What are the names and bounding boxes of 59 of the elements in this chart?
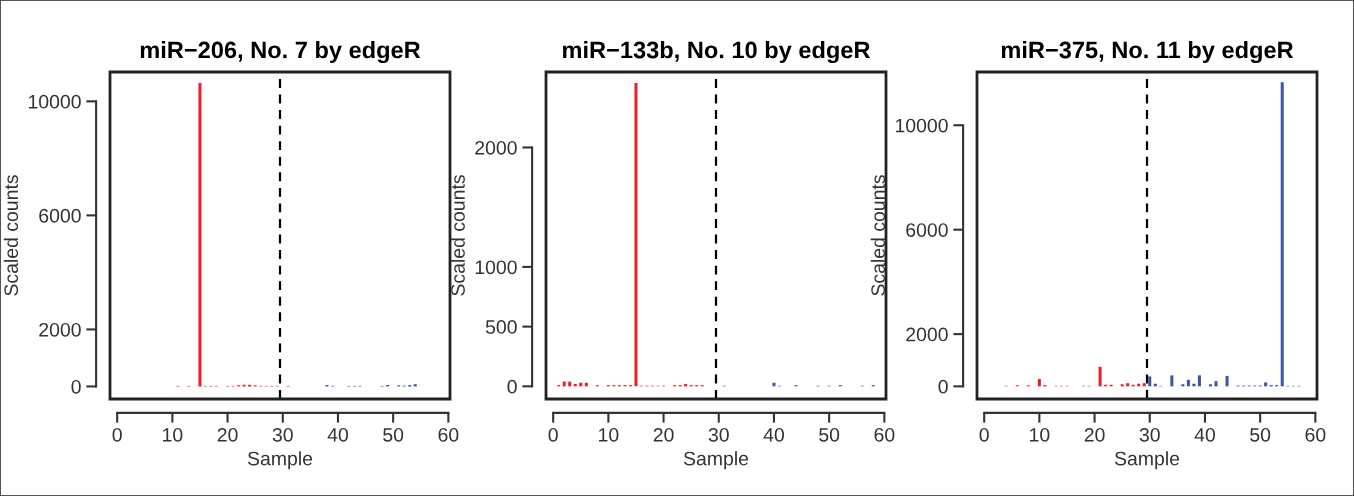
x-tick-label: 0 <box>979 427 989 442</box>
y-tick-label: 0 <box>938 379 948 394</box>
x-tick-label: 50 <box>383 427 404 442</box>
chart-title: miR−206, No. 7 by edgeR <box>140 41 421 64</box>
x-tick-label: 50 <box>1250 427 1271 442</box>
x-tick-label: 20 <box>653 427 674 442</box>
bar <box>1098 366 1102 387</box>
y-tick-label: 10000 <box>28 94 81 109</box>
bar <box>1120 384 1124 387</box>
bar <box>1126 383 1130 387</box>
x-tick-label: 30 <box>272 427 293 442</box>
bar <box>1148 376 1152 387</box>
x-tick-label: 40 <box>763 427 785 442</box>
y-tick-label: 2000 <box>475 140 517 155</box>
x-axis-title: Sample <box>683 451 749 470</box>
y-axis-title: Scaled counts <box>450 175 465 296</box>
y-tick-label: 500 <box>485 320 517 334</box>
y-axis-title: Scaled counts <box>870 175 886 296</box>
bar <box>1142 383 1146 387</box>
y-tick-label: 0 <box>507 379 517 394</box>
x-tick-label: 30 <box>708 427 729 442</box>
y-tick-label: 0 <box>71 379 81 394</box>
bar <box>1186 379 1190 387</box>
bar <box>1214 381 1218 387</box>
x-axis-title: Sample <box>1114 451 1180 470</box>
x-tick-label: 10 <box>1030 427 1050 442</box>
x-tick-label: 40 <box>1194 427 1216 442</box>
y-tick-label: 2000 <box>906 327 948 342</box>
x-tick-label: 40 <box>327 427 349 442</box>
x-tick-label: 20 <box>217 427 238 442</box>
bar <box>1181 384 1185 387</box>
bar <box>1197 375 1201 387</box>
bar <box>1280 82 1284 387</box>
y-axis-title: Scaled counts <box>3 175 19 296</box>
x-tick-label: 0 <box>548 427 558 442</box>
y-tick-label: 6000 <box>39 208 81 223</box>
y-tick-label: 10000 <box>895 118 948 133</box>
y-tick-label: 6000 <box>906 223 948 237</box>
x-tick-label: 0 <box>112 427 122 442</box>
x-tick-label: 60 <box>874 427 895 442</box>
y-tick-label: 1000 <box>475 260 517 275</box>
x-tick-label: 60 <box>1305 427 1326 442</box>
x-tick-label: 30 <box>1139 427 1160 442</box>
bar <box>198 83 202 387</box>
bar <box>1264 382 1268 387</box>
bar <box>634 82 638 387</box>
x-tick-label: 20 <box>1084 427 1105 442</box>
x-tick-label: 10 <box>599 427 619 442</box>
chart-title: miR−133b, No. 10 by edgeR <box>563 41 871 64</box>
bar <box>1225 375 1229 387</box>
y-tick-label: 2000 <box>39 322 81 337</box>
chart-title: miR−375, No. 11 by edgeR <box>1001 41 1294 64</box>
bar <box>1170 375 1174 387</box>
bar <box>1208 384 1212 387</box>
x-tick-label: 60 <box>438 427 459 442</box>
bar <box>1037 379 1041 387</box>
x-axis-title: Sample <box>247 451 313 470</box>
x-tick-label: 50 <box>819 427 840 442</box>
x-tick-label: 10 <box>163 427 183 442</box>
